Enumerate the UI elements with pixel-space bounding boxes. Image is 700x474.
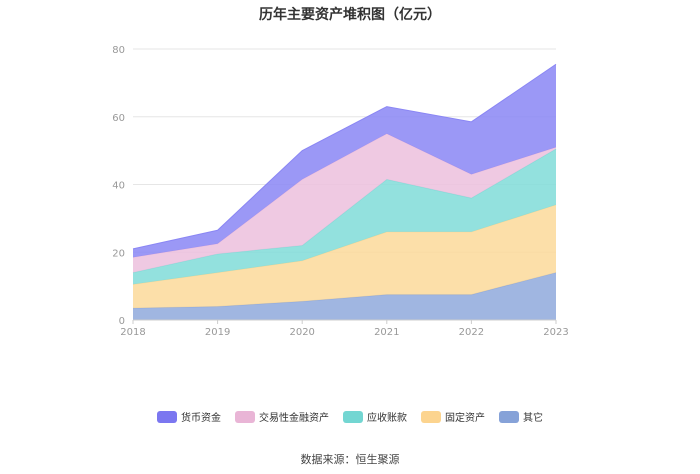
legend-label: 交易性金融资产 — [259, 413, 329, 424]
area-series-0 — [133, 272, 556, 320]
legend-item-4[interactable]: 其它 — [499, 409, 543, 424]
axes: 0 20 40 60 80 2018 2019 2020 2021 2022 2023 — [112, 45, 568, 338]
legend-label: 其它 — [523, 413, 543, 424]
legend-label: 货币资金 — [181, 413, 221, 424]
area-edge-0 — [132, 272, 557, 309]
legend-swatch — [343, 410, 363, 423]
y-tick-label: 40 — [112, 181, 125, 192]
area-edge-4 — [132, 63, 557, 250]
x-tick-label: 2020 — [289, 327, 314, 338]
legend-item-0[interactable]: 货币资金 — [157, 409, 221, 424]
area-series-4 — [133, 64, 556, 258]
y-tick-label: 20 — [112, 248, 125, 259]
x-tick-label: 2023 — [543, 327, 568, 338]
stacked-areas — [132, 63, 557, 320]
legend-swatch — [157, 410, 177, 423]
legend-item-1[interactable]: 交易性金融资产 — [235, 409, 329, 424]
legend: 货币资金 交易性金融资产 应收账款 固定资产 其它 — [0, 409, 700, 424]
area-series-2 — [133, 148, 556, 285]
area-series-1 — [133, 204, 556, 309]
legend-item-2[interactable]: 应收账款 — [343, 409, 407, 424]
x-tick-label: 2018 — [120, 327, 145, 338]
y-tick-label: 0 — [119, 316, 125, 327]
y-tick-label: 60 — [112, 113, 125, 124]
area-series-3 — [133, 133, 556, 273]
source-note: 数据来源：恒生聚源 — [300, 453, 400, 466]
y-tick-label: 80 — [112, 45, 125, 56]
x-tick-label: 2022 — [459, 327, 484, 338]
legend-swatch — [499, 410, 519, 423]
legend-label: 应收账款 — [367, 413, 407, 424]
x-tick-label: 2019 — [205, 327, 230, 338]
legend-swatch — [235, 410, 255, 423]
x-tick-label: 2021 — [374, 327, 399, 338]
legend-label: 固定资产 — [445, 413, 485, 424]
legend-item-3[interactable]: 固定资产 — [421, 409, 485, 424]
chart-title: 历年主要资产堆积图（亿元） — [259, 7, 441, 23]
legend-swatch — [421, 410, 441, 423]
